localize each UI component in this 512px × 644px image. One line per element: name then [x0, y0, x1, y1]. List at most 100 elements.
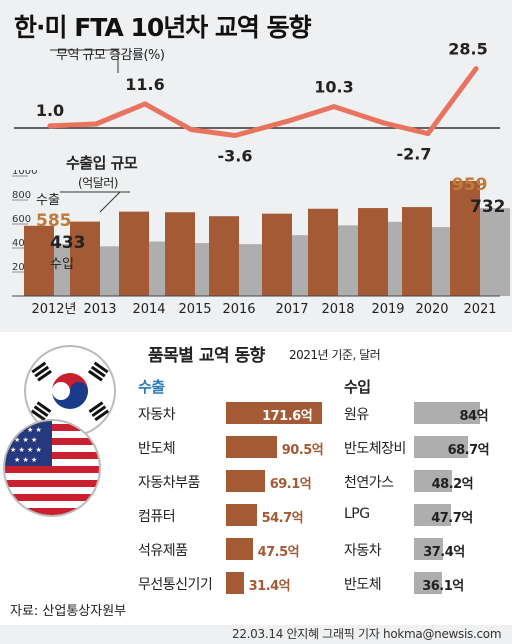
growth-line — [47, 66, 479, 138]
x-tick-label: 2014 — [132, 302, 165, 317]
items-title: 품목별 교역 동향 — [148, 346, 265, 366]
y-tick-label: 400 — [12, 238, 31, 249]
export-item-value: 69.1억 — [269, 477, 312, 492]
export-item-value: 47.5억 — [257, 545, 300, 560]
import-item-label: 천연가스 — [344, 475, 394, 491]
growth-value-label: -2.7 — [397, 145, 432, 164]
growth-value-label: 10.3 — [314, 78, 353, 97]
y-tick-label: 800 — [12, 190, 31, 201]
x-tick-label: 2015 — [178, 302, 211, 317]
import-item-value: 84억 — [459, 409, 489, 424]
growth-point — [47, 123, 53, 129]
export-item-label: 자동차 — [138, 407, 176, 423]
growth-point — [142, 101, 148, 107]
growth-value-label: 11.6 — [125, 75, 164, 94]
svg-text:★ ★ ★: ★ ★ ★ — [14, 436, 37, 444]
growth-point — [473, 66, 479, 72]
export-item-bar — [226, 402, 323, 424]
import-group-title: 수입 — [344, 378, 371, 396]
export-item-label: 자동차부품 — [138, 475, 200, 491]
bar-chart-title: 수출입 규모 — [66, 154, 138, 172]
legend-connector — [50, 49, 119, 73]
growth-point — [331, 104, 337, 110]
export-bar — [262, 213, 292, 296]
export-bar — [165, 212, 195, 296]
growth-point — [93, 121, 99, 127]
growth-value-label: 28.5 — [448, 40, 487, 59]
growth-value-label: 1.0 — [36, 101, 64, 120]
export-bar — [358, 208, 388, 296]
growth-point — [425, 131, 431, 137]
line-legend-label: 무역 규모 증감률(%) — [56, 48, 165, 63]
import-item-label: 반도체장비 — [344, 441, 406, 457]
import-item-bar — [414, 504, 452, 526]
items-subtitle: 2021년 기준, 달러 — [289, 348, 381, 362]
export-item-bar — [226, 436, 277, 458]
x-tick-label: 2016 — [222, 302, 255, 317]
title-connector — [99, 191, 121, 213]
x-tick-label: 2012년 — [31, 302, 76, 317]
page-title: 한·미 FTA 10년차 교역 동향 — [14, 13, 312, 42]
export-bar — [402, 207, 432, 296]
bar-value-label: 433 — [50, 233, 86, 253]
export-group-title: 수출 — [138, 378, 165, 396]
svg-text:★ ★ ★ ★: ★ ★ ★ ★ — [10, 426, 42, 434]
x-tick-label: 2021 — [463, 302, 496, 317]
import-item-value: 36.1억 — [422, 579, 464, 594]
import-item-value: 37.4억 — [423, 545, 465, 560]
export-item-bar — [226, 504, 257, 526]
x-tick-label: 2019 — [371, 302, 404, 317]
growth-point — [232, 133, 238, 138]
export-item-value: 31.4억 — [248, 579, 291, 594]
export-bar — [209, 216, 239, 296]
import-item-label: 반도체 — [344, 577, 382, 593]
korea-flag-icon — [24, 345, 116, 437]
export-item-bar — [226, 538, 253, 560]
import-item-bar — [414, 470, 452, 492]
import-item-bar — [414, 402, 480, 424]
export-bar — [24, 225, 54, 296]
export-item-label: 컴퓨터 — [138, 509, 176, 525]
export-item-label: 반도체 — [138, 441, 176, 457]
export-item-label: 무선통신기기 — [138, 577, 213, 593]
trade-bar-chart: 1000 800 600 400 200 2012년 2013 2014 2015 2016 201… — [12, 170, 510, 317]
x-tick-label: 2020 — [415, 302, 448, 317]
export-series-label: 수출 — [36, 193, 60, 208]
svg-text:★ ★ ★ ★: ★ ★ ★ ★ — [10, 446, 42, 454]
import-item-bar — [414, 538, 444, 560]
import-item-value: 48.2억 — [431, 477, 474, 492]
usa-flag-icon: ★ ★ ★ ★ ★ ★ ★ ★ ★ ★ ★ ★ ★ ★ — [3, 419, 101, 517]
export-item-bar — [226, 470, 265, 492]
source-note: 자료: 산업통상자원부 — [10, 604, 127, 619]
export-bar — [308, 208, 338, 296]
import-item-label: LPG — [344, 506, 370, 522]
export-item-value: 90.5억 — [281, 443, 324, 458]
export-bar — [119, 211, 149, 296]
import-item-bar — [414, 572, 443, 594]
import-series-label: 수입 — [50, 257, 74, 272]
credit-note: 22.03.14 안지혜 그래픽 기자 hokma@newsis.com — [232, 627, 502, 641]
x-tick-label: 2018 — [321, 302, 354, 317]
export-item-value: 54.7억 — [261, 511, 304, 526]
y-tick-label: 1000 — [12, 170, 37, 177]
growth-point — [285, 118, 291, 124]
x-tick-label: 2017 — [275, 302, 308, 317]
bar-chart-unit: (억달러) — [78, 176, 118, 190]
import-item-value: 68.7억 — [447, 443, 490, 458]
import-item-label: 자동차 — [344, 543, 382, 559]
bar-value-label: 585 — [36, 211, 72, 231]
import-item-value: 47.7억 — [431, 511, 473, 526]
y-tick-label: 200 — [12, 262, 31, 273]
import-item-label: 원유 — [344, 407, 369, 423]
growth-point — [188, 127, 194, 132]
export-bar — [450, 180, 480, 296]
import-item-bar — [414, 436, 468, 458]
growth-line-chart: 1.0 11.6 -3.6 10.3 -2.7 28.5 — [14, 40, 500, 165]
x-tick-label: 2013 — [83, 302, 116, 317]
growth-value-label: -3.6 — [218, 146, 253, 165]
bar-value-label: 732 — [470, 197, 506, 217]
growth-point — [381, 120, 387, 126]
export-item-bar — [226, 572, 244, 594]
bar-value-label: 959 — [452, 175, 488, 195]
y-tick-label: 600 — [12, 214, 31, 225]
